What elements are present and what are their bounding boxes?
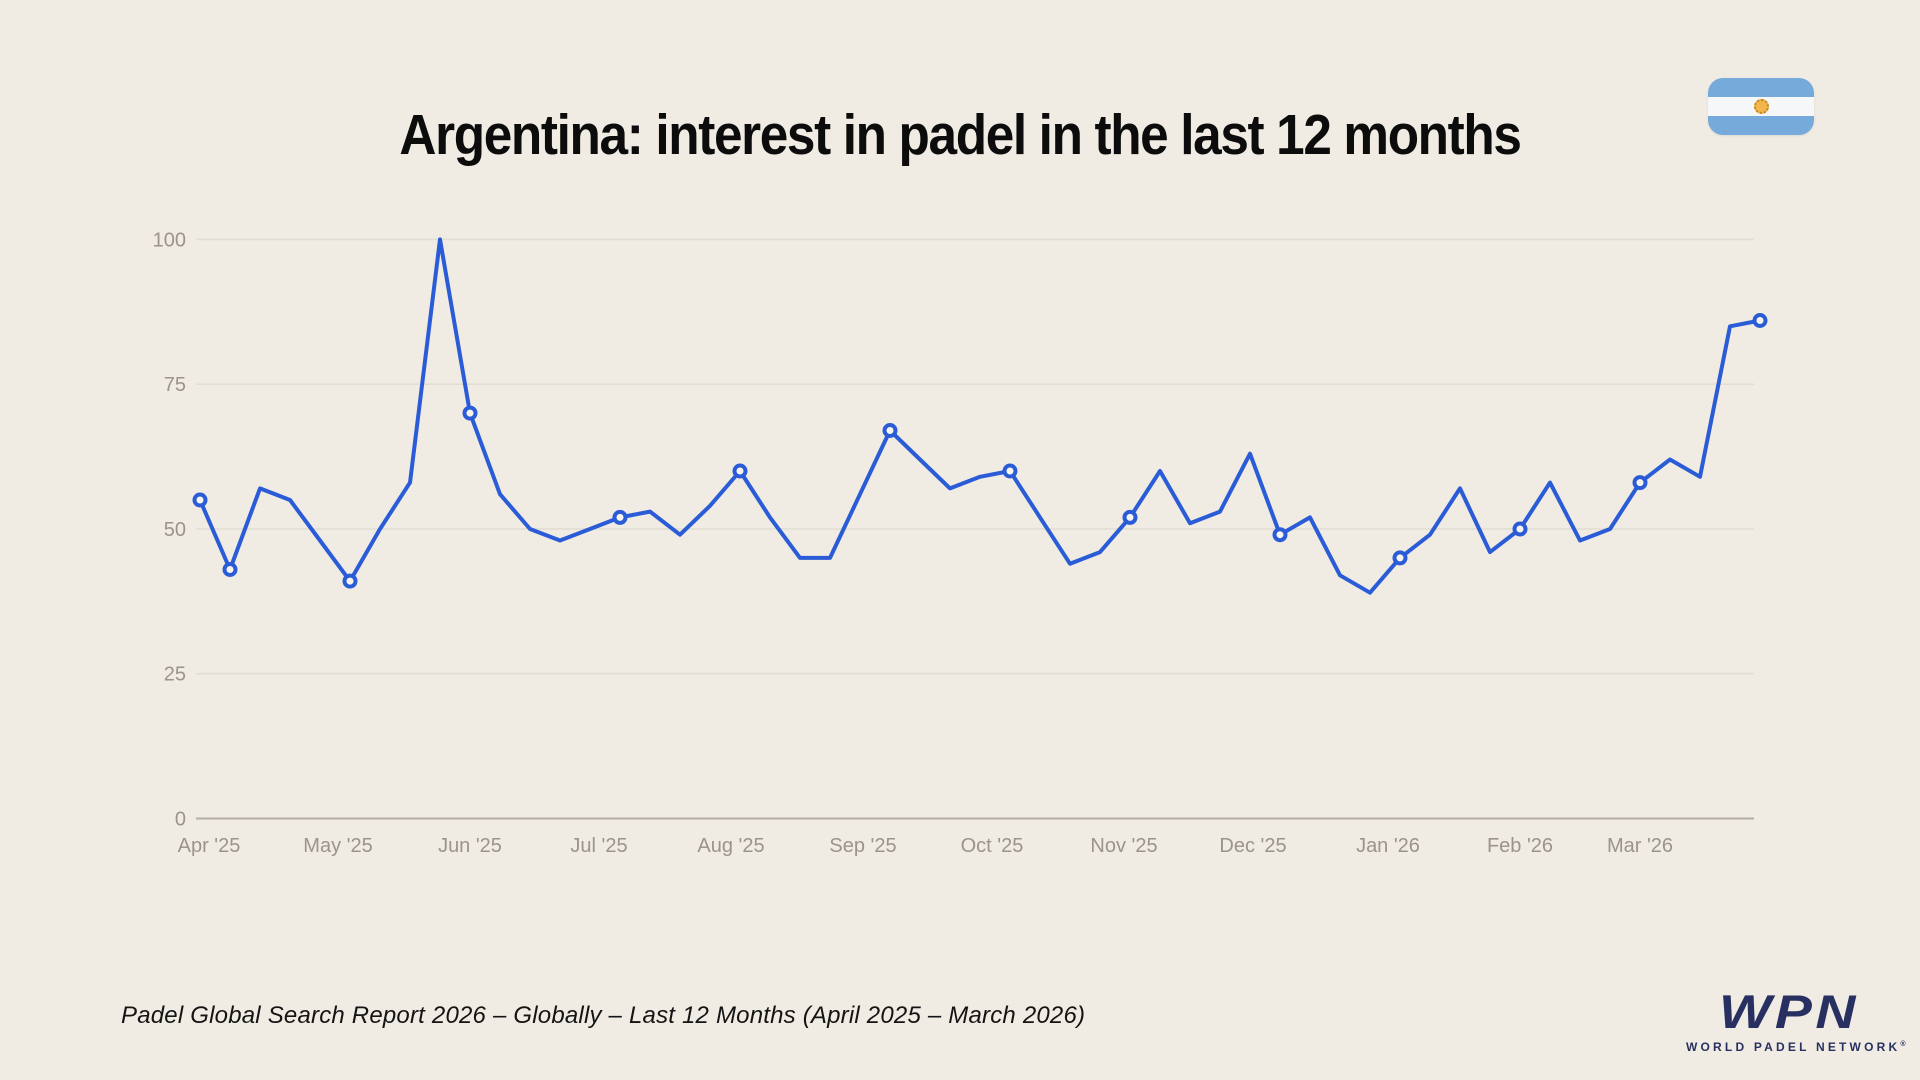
source-caption: Padel Global Search Report 2026 – Global… [121,1002,1086,1029]
flag-stripe-top [1708,78,1814,98]
y-axis-label: 50 [164,519,186,541]
data-point-marker [882,423,898,438]
registered-mark: ® [1900,1041,1909,1048]
x-axis-label: Sep '25 [829,835,896,857]
wpn-wordmark: WORLD PADEL NETWORK® [1686,1041,1905,1053]
data-point-marker [342,573,358,589]
wpn-wordmark-text: WORLD PADEL NETWORK [1686,1040,1901,1054]
page-title: Argentina: interest in padel in the last… [399,103,1521,168]
x-axis-label: Dec '25 [1219,835,1286,857]
x-axis-label: Feb '26 [1487,835,1553,857]
x-axis-label: Aug '25 [697,835,764,857]
data-point-marker [1272,527,1288,543]
trend-line [198,237,1762,595]
data-point-marker [1122,509,1138,525]
data-point-marker [1002,463,1018,479]
data-point-marker [1632,475,1648,491]
data-point-marker [1752,313,1768,328]
wpn-acronym: WPN [1718,985,1860,1038]
flag-sun-icon [1753,99,1769,114]
flag-stripe-bottom [1708,116,1814,135]
argentina-flag-icon [1708,78,1814,135]
y-axis-label: 75 [164,374,186,396]
x-axis-label: Apr '25 [178,835,241,857]
data-point-marker [1512,521,1528,537]
x-axis-label: May '25 [303,835,372,857]
y-axis-label: 100 [153,229,186,251]
data-point-marker [1392,550,1408,566]
y-axis-label: 25 [164,664,186,686]
x-axis-label: Mar '26 [1607,835,1673,857]
wpn-logo: WPN WORLD PADEL NETWORK® [1686,988,1905,1053]
data-point-marker [222,562,238,577]
x-axis-label: Jan '26 [1356,835,1420,857]
data-point-marker [612,509,628,525]
data-point-marker [732,463,748,479]
x-axis-label: Jun '25 [438,835,502,857]
x-axis-label: Nov '25 [1090,835,1157,857]
x-axis-label: Oct '25 [961,835,1024,857]
x-axis-label: Jul '25 [570,835,627,857]
data-point-marker [462,405,478,421]
data-point-marker [192,492,208,508]
y-axis-label: 0 [175,809,186,831]
